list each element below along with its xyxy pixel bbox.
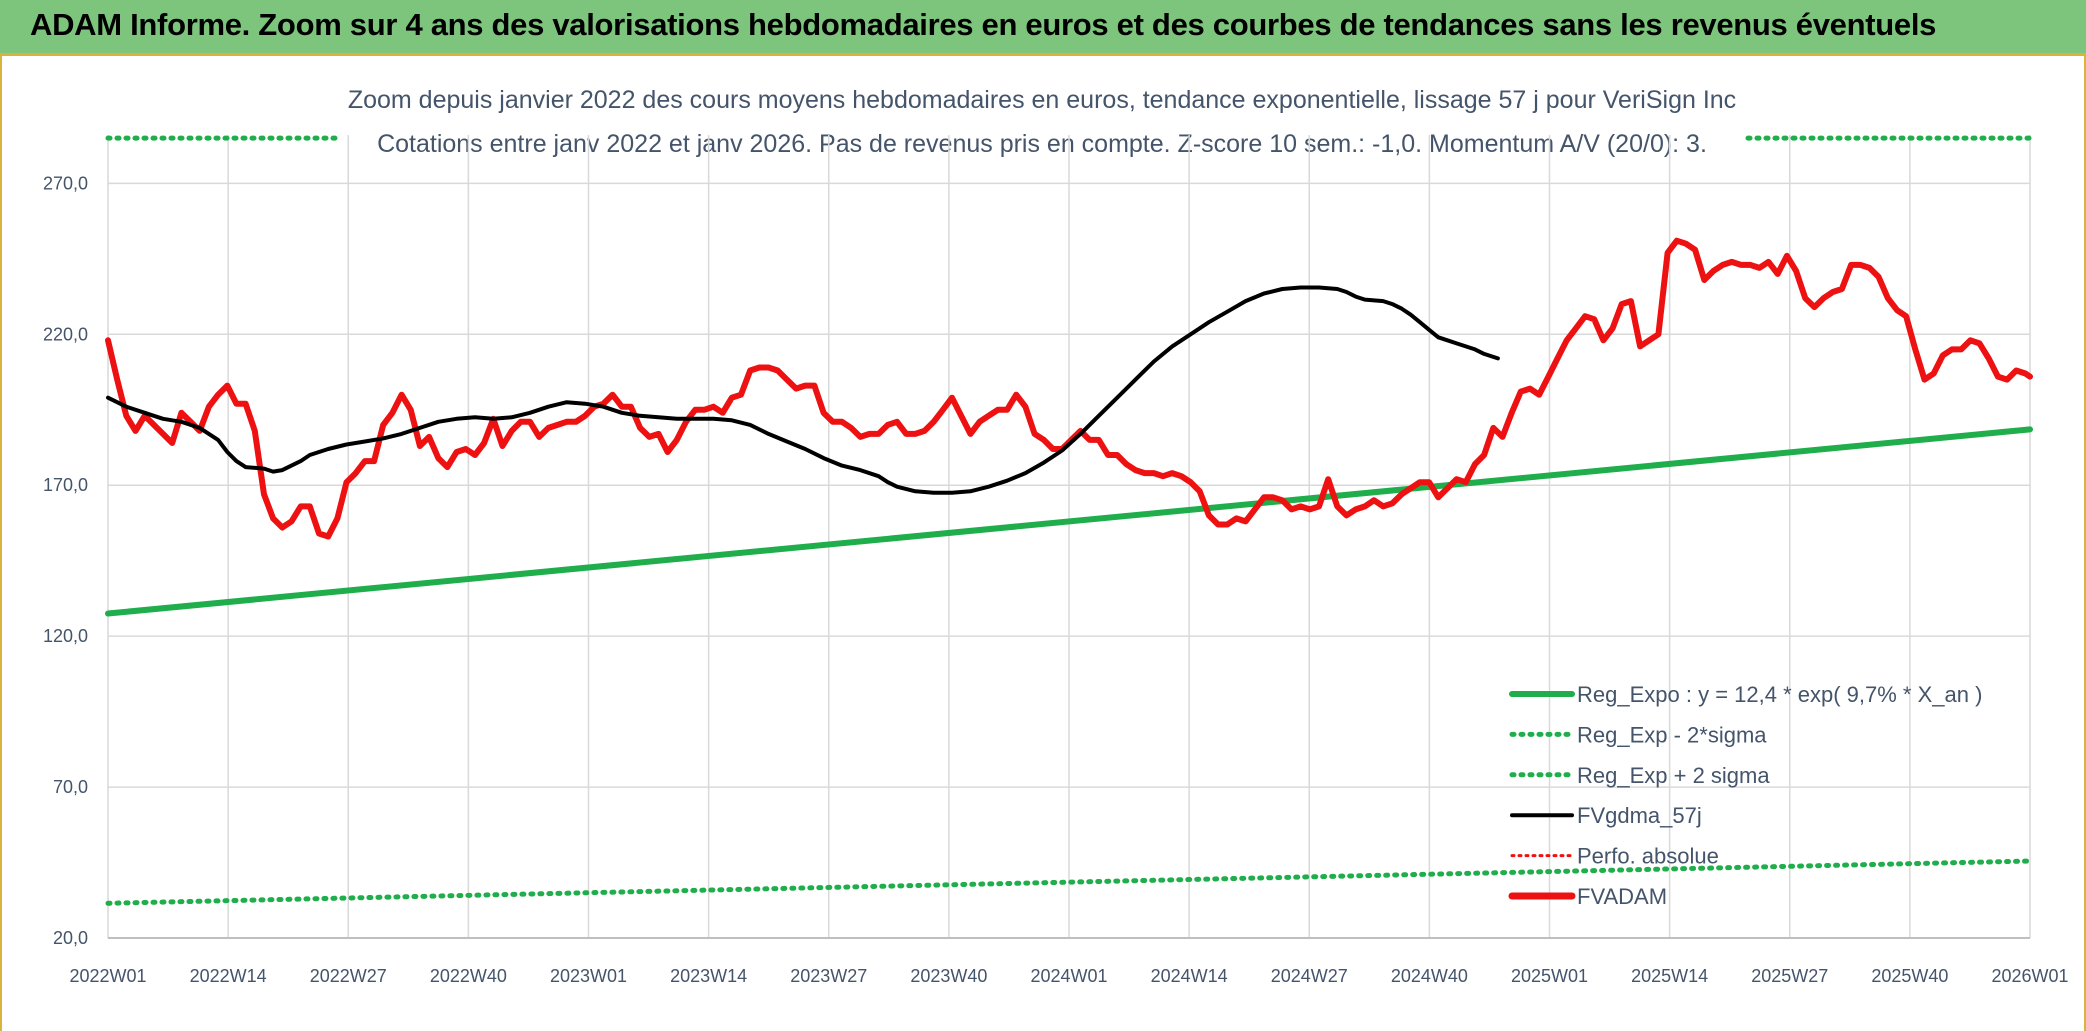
series-reg-expo bbox=[105, 426, 2033, 617]
y-tick-label: 220,0 bbox=[43, 324, 88, 344]
x-tick-label: 2022W01 bbox=[69, 966, 146, 986]
x-tick-label: 2022W27 bbox=[310, 966, 387, 986]
x-tick-label: 2024W27 bbox=[1271, 966, 1348, 986]
x-tick-label: 2026W01 bbox=[1991, 966, 2068, 986]
x-tick-label: 2023W40 bbox=[910, 966, 987, 986]
report-banner: ADAM Informe. Zoom sur 4 ans des valoris… bbox=[0, 0, 2086, 56]
series-reg-exp-minus-2sigma bbox=[105, 858, 2033, 906]
chart-title: Zoom depuis janvier 2022 des cours moyen… bbox=[348, 86, 1736, 114]
x-tick-label: 2024W01 bbox=[1030, 966, 1107, 986]
legend-label: Perfo. absolue bbox=[1577, 844, 1719, 869]
x-tick-label: 2023W27 bbox=[790, 966, 867, 986]
chart-subtitle: Cotations entre janv 2022 et janv 2026. … bbox=[377, 130, 1707, 158]
x-tick-label: 2022W14 bbox=[190, 966, 267, 986]
series-fvgdma-57j bbox=[106, 285, 1500, 495]
chart-series bbox=[105, 135, 2033, 906]
y-tick-label: 20,0 bbox=[53, 928, 88, 948]
legend-label: FVgdma_57j bbox=[1577, 803, 1702, 828]
x-tick-label: 2024W40 bbox=[1391, 966, 1468, 986]
x-tick-label: 2025W14 bbox=[1631, 966, 1708, 986]
y-tick-label: 270,0 bbox=[43, 173, 88, 193]
x-tick-label: 2023W14 bbox=[670, 966, 747, 986]
y-tick-label: 70,0 bbox=[53, 777, 88, 797]
legend-label: Reg_Exp - 2*sigma bbox=[1577, 722, 1767, 747]
chart-legend: Reg_Expo : y = 12,4 * exp( 9,7% * X_an )… bbox=[1508, 682, 1982, 909]
x-tick-label: 2022W40 bbox=[430, 966, 507, 986]
chart-frame bbox=[0, 56, 2086, 1031]
y-axis-ticks: 20,0 70,0 120,0 170,0 220,0 270,0 bbox=[43, 173, 88, 948]
x-tick-label: 2025W27 bbox=[1751, 966, 1828, 986]
report-title: ADAM Informe. Zoom sur 4 ans des valoris… bbox=[30, 7, 1937, 42]
legend-label: Reg_Expo : y = 12,4 * exp( 9,7% * X_an ) bbox=[1577, 682, 1982, 707]
y-tick-label: 120,0 bbox=[43, 626, 88, 646]
x-tick-label: 2023W01 bbox=[550, 966, 627, 986]
y-tick-label: 170,0 bbox=[43, 475, 88, 495]
chart-grid bbox=[107, 135, 2031, 939]
legend-label: Reg_Exp + 2 sigma bbox=[1577, 763, 1770, 788]
x-tick-label: 2025W01 bbox=[1511, 966, 1588, 986]
x-tick-label: 2025W40 bbox=[1871, 966, 1948, 986]
x-tick-label: 2024W14 bbox=[1151, 966, 1228, 986]
legend-label: FVADAM bbox=[1577, 884, 1667, 909]
x-axis-ticks: 2022W01 2022W14 2022W27 2022W40 2023W01 2023W… bbox=[69, 966, 2068, 986]
